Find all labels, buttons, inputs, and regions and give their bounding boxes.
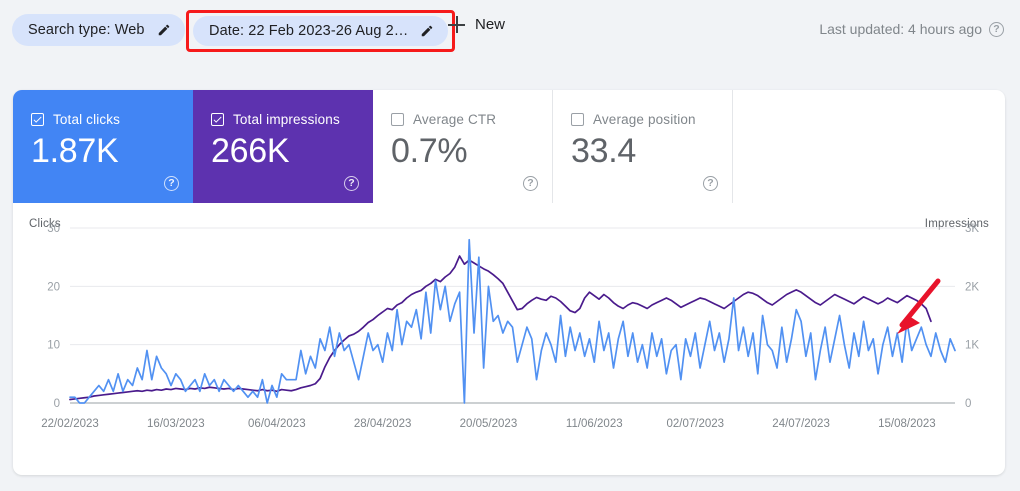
chart-canvas: 0 10 20 30 0 1K 2K 3K 22/02/2023 16/03/2023 06/04/… (41, 223, 979, 430)
metric-card-value: 1.87K (31, 132, 119, 170)
date-filter-highlight-box: Date: 22 Feb 2023-26 Aug 2… (186, 10, 456, 52)
svg-text:15/08/2023: 15/08/2023 (878, 418, 936, 430)
metric-card-average-ctr[interactable]: Average CTR 0.7% ? (373, 90, 553, 203)
metric-card-header: Average position (571, 112, 732, 127)
svg-text:3K: 3K (965, 223, 979, 235)
help-icon[interactable]: ? (703, 176, 718, 191)
plus-icon (448, 16, 465, 33)
svg-text:0: 0 (54, 398, 60, 410)
svg-text:20/05/2023: 20/05/2023 (460, 418, 518, 430)
metric-card-label: Total impressions (233, 112, 340, 127)
svg-text:1K: 1K (965, 340, 979, 352)
chip-search-type-label: Search type: Web (28, 22, 145, 38)
svg-text:2K: 2K (965, 281, 979, 293)
metric-card-value: 0.7% (391, 132, 468, 170)
metric-card-row: Total clicks 1.87K ? Total impressions 2… (13, 90, 733, 203)
add-new-filter-button[interactable]: New (448, 16, 505, 33)
metric-card-header: Total impressions (211, 112, 373, 127)
checkbox-checked-icon[interactable] (31, 113, 44, 126)
metric-card-value: 33.4 (571, 132, 636, 170)
svg-text:16/03/2023: 16/03/2023 (147, 418, 205, 430)
svg-text:02/07/2023: 02/07/2023 (666, 418, 724, 430)
metric-card-header: Average CTR (391, 112, 552, 127)
metric-card-value: 266K (211, 132, 290, 170)
checkbox-checked-icon[interactable] (211, 113, 224, 126)
performance-chart[interactable]: Clicks Impressions 0 10 20 30 0 1K 2K 3K 22/02/2… (13, 203, 1005, 475)
chip-date-range[interactable]: Date: 22 Feb 2023-26 Aug 2… (193, 16, 449, 46)
y-axis-left-title: Clicks (29, 218, 61, 230)
metric-card-header: Total clicks (31, 112, 193, 127)
y-axis-right-title: Impressions (924, 218, 989, 230)
svg-text:22/02/2023: 22/02/2023 (41, 418, 99, 430)
help-icon[interactable]: ? (164, 176, 179, 191)
pencil-icon[interactable] (157, 23, 171, 37)
help-icon[interactable]: ? (523, 176, 538, 191)
svg-text:11/06/2023: 11/06/2023 (566, 418, 623, 430)
svg-text:24/07/2023: 24/07/2023 (772, 418, 830, 430)
metric-card-label: Total clicks (53, 112, 121, 127)
svg-text:10: 10 (47, 340, 60, 352)
filter-bar: Search type: Web Date: 22 Feb 2023-26 Au… (0, 0, 1020, 60)
checkbox-unchecked-icon[interactable] (391, 113, 404, 126)
svg-text:28/04/2023: 28/04/2023 (354, 418, 412, 430)
pencil-icon[interactable] (420, 24, 434, 38)
last-updated-label: Last updated: 4 hours ago (819, 21, 982, 37)
svg-text:20: 20 (47, 281, 60, 293)
svg-text:06/04/2023: 06/04/2023 (248, 418, 306, 430)
help-icon[interactable]: ? (989, 21, 1004, 37)
metric-card-label: Average position (593, 112, 696, 127)
performance-panel: Total clicks 1.87K ? Total impressions 2… (13, 90, 1005, 475)
metric-card-average-position[interactable]: Average position 33.4 ? (553, 90, 733, 203)
svg-text:0: 0 (965, 398, 971, 410)
last-updated: Last updated: 4 hours ago ? (819, 21, 1004, 37)
chip-date-range-label: Date: 22 Feb 2023-26 Aug 2… (209, 23, 409, 39)
metric-card-total-clicks[interactable]: Total clicks 1.87K ? (13, 90, 193, 203)
add-new-filter-label: New (475, 16, 506, 33)
help-icon[interactable]: ? (344, 176, 359, 191)
chip-search-type[interactable]: Search type: Web (12, 14, 185, 46)
red-arrow-annotation (897, 278, 941, 334)
checkbox-unchecked-icon[interactable] (571, 113, 584, 126)
metric-card-total-impressions[interactable]: Total impressions 266K ? (193, 90, 373, 203)
metric-card-label: Average CTR (413, 112, 497, 127)
svg-text:30: 30 (47, 223, 60, 235)
